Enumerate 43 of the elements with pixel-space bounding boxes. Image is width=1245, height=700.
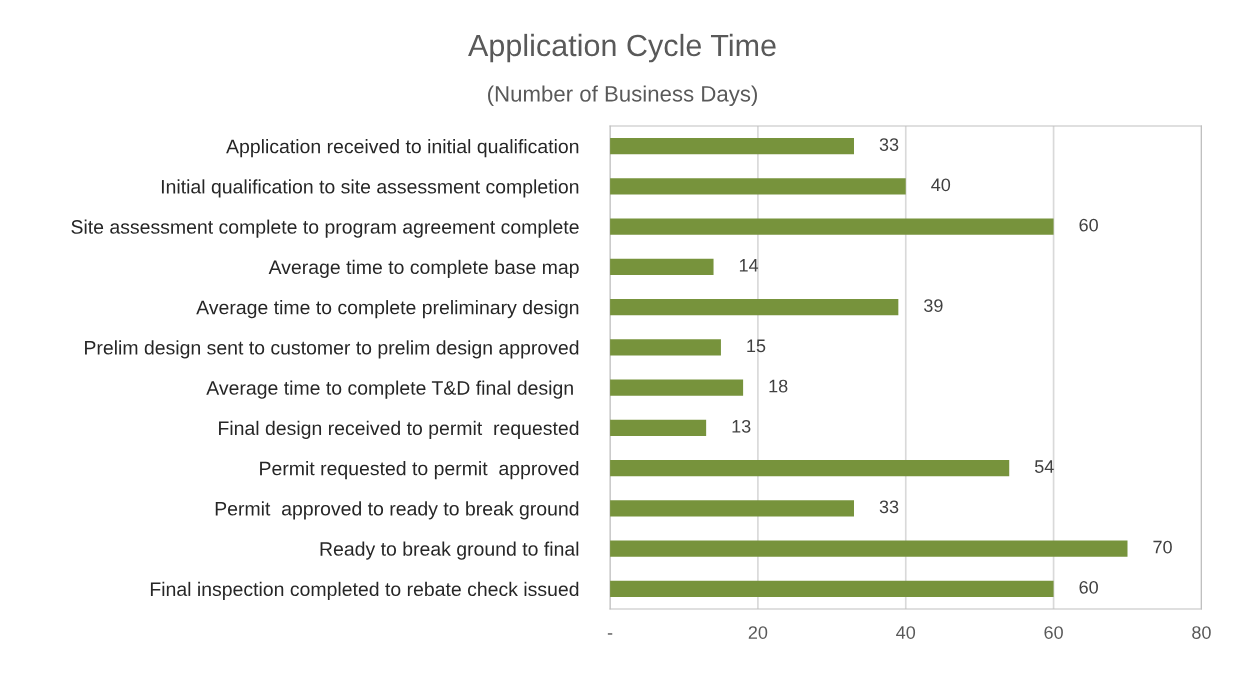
bar (610, 419, 707, 436)
bar (610, 339, 721, 356)
y-tick-label: Prelim design sent to customer to prelim design approved (85, 340, 579, 359)
y-tick-label: Average time to complete preliminary design (196, 300, 579, 319)
data-label: 60 (1079, 218, 1098, 232)
x-tick-label: 80 (1192, 626, 1211, 639)
x-tick-label: 60 (1044, 626, 1063, 639)
y-tick-label: Permit requested to permit approved (260, 461, 579, 480)
data-label: 70 (1153, 540, 1172, 554)
y-tick-label: Site assessment complete to program agreement complete (71, 219, 579, 238)
y-tick-label: Average time to complete T&D final design (206, 380, 573, 399)
data-label: 18 (769, 379, 788, 393)
data-label: 33 (879, 500, 899, 514)
y-tick-label: Application received to initial qualification (226, 139, 579, 158)
bar (610, 218, 1054, 235)
y-tick-label: Average time to complete base map (268, 259, 579, 278)
data-label: 40 (931, 178, 951, 192)
chart-subtitle: (Number of Business Days) (488, 85, 757, 107)
bar (610, 540, 1128, 557)
data-label: 33 (879, 138, 899, 151)
y-tick-label: Ready to break ground to final (320, 541, 579, 560)
x-tick-label: 20 (748, 626, 768, 639)
data-label: 60 (1079, 580, 1098, 594)
bar (610, 178, 906, 195)
y-tick-label: Permit approved to ready to break ground (215, 501, 579, 520)
bar (610, 460, 1010, 477)
x-tick-label: - (607, 633, 613, 635)
data-label: 54 (1034, 460, 1054, 473)
x-tick-label: 40 (896, 626, 916, 639)
data-label: 13 (732, 419, 751, 433)
data-label: 14 (739, 259, 759, 272)
bar (610, 379, 744, 396)
bar (610, 580, 1054, 597)
bar (610, 500, 854, 517)
chart-title: Application Cycle Time (468, 33, 776, 63)
y-tick-label: Final inspection completed to rebate check issued (150, 581, 579, 600)
bar (610, 258, 714, 275)
data-label: 39 (924, 299, 943, 312)
y-tick-label: Final design received to permit requested (219, 420, 579, 439)
data-label: 15 (747, 339, 766, 353)
bar (610, 138, 854, 155)
y-tick-label: Initial qualification to site assessment completion (161, 179, 579, 198)
bar (610, 299, 899, 316)
